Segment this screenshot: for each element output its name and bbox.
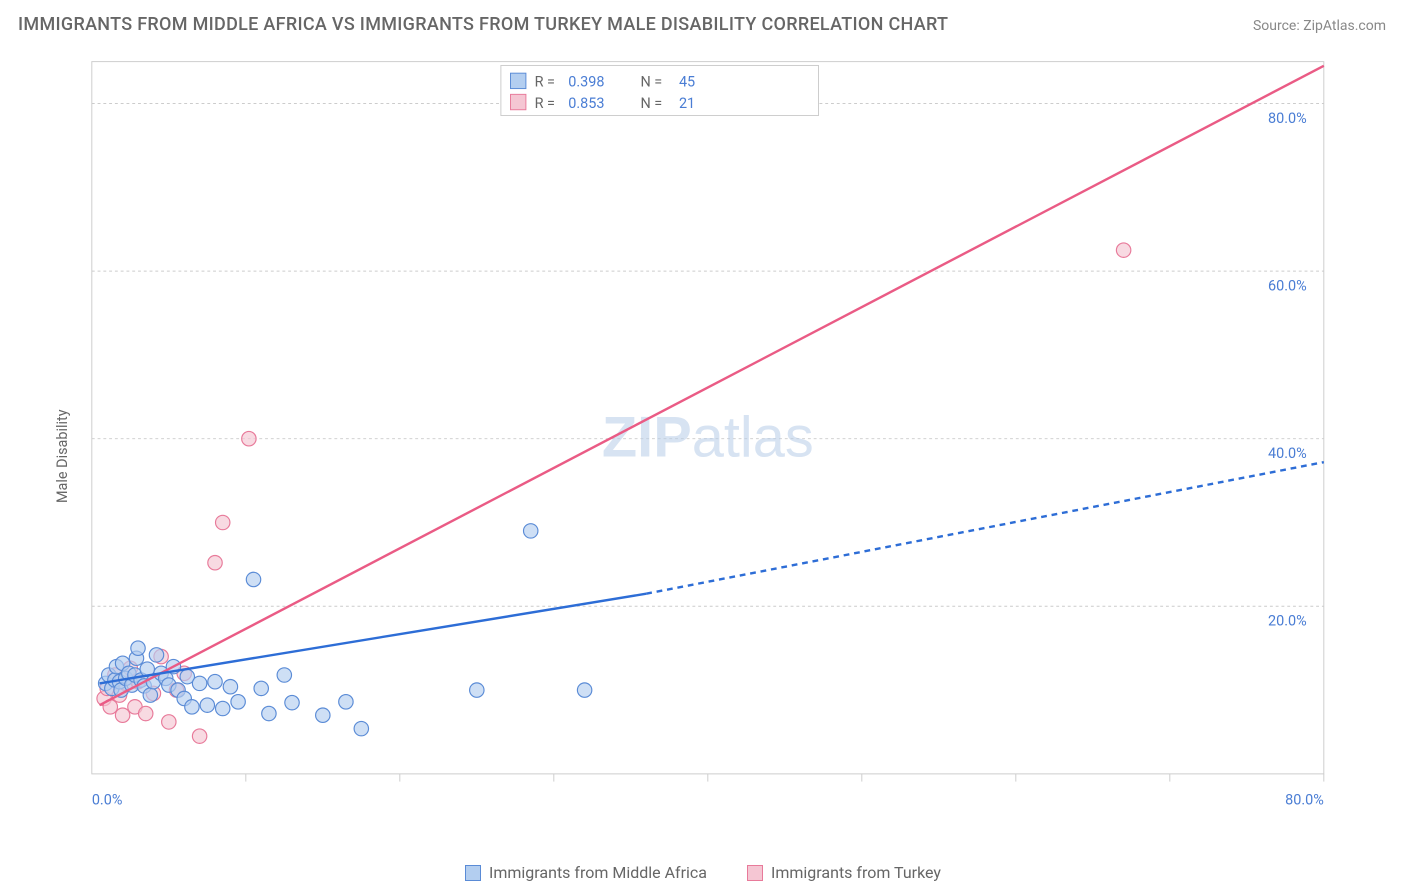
legend-bottom: Immigrants from Middle Africa Immigrants… [0, 863, 1406, 882]
legend-item-b: Immigrants from Turkey [747, 863, 941, 882]
swatch-a-icon [465, 865, 481, 881]
legend-b-label: Immigrants from Turkey [771, 863, 941, 882]
y-axis-label: Male Disability [54, 409, 71, 503]
chart-title: IMMIGRANTS FROM MIDDLE AFRICA VS IMMIGRA… [18, 14, 948, 35]
svg-text:80.0%: 80.0% [1268, 110, 1307, 127]
legend-swatch-a [511, 73, 526, 88]
ticks-x [246, 774, 1324, 782]
legend-a-r-label: R = [535, 74, 555, 91]
correlation-chart: ZIPatlas 20.0% 40.0% 60.0% 80.0% 0.0% 80.0%… [48, 52, 1358, 822]
legend-a-label: Immigrants from Middle Africa [489, 863, 707, 882]
svg-text:40.0%: 40.0% [1268, 445, 1307, 462]
swatch-b-icon [747, 865, 763, 881]
svg-text:20.0%: 20.0% [1268, 613, 1307, 630]
legend-item-a: Immigrants from Middle Africa [465, 863, 707, 882]
legend-a-n-label: N = [640, 74, 662, 91]
source-label: Source: ZipAtlas.com [1253, 18, 1386, 34]
legend-a-r-value: 0.398 [568, 74, 604, 91]
legend-b-n-value: 21 [679, 95, 695, 112]
legend-b-n-label: N = [640, 95, 662, 112]
legend-swatch-b [511, 94, 526, 109]
x-end-label: 80.0% [1285, 792, 1324, 809]
svg-text:60.0%: 60.0% [1268, 277, 1307, 294]
watermark: ZIPatlas [602, 405, 814, 469]
legend-top: R = 0.398 N = 45 R = 0.853 N = 21 [501, 65, 819, 115]
x-origin-label: 0.0% [92, 792, 123, 809]
legend-b-r-label: R = [535, 95, 555, 112]
legend-b-r-value: 0.853 [568, 95, 604, 112]
legend-a-n-value: 45 [679, 74, 695, 91]
